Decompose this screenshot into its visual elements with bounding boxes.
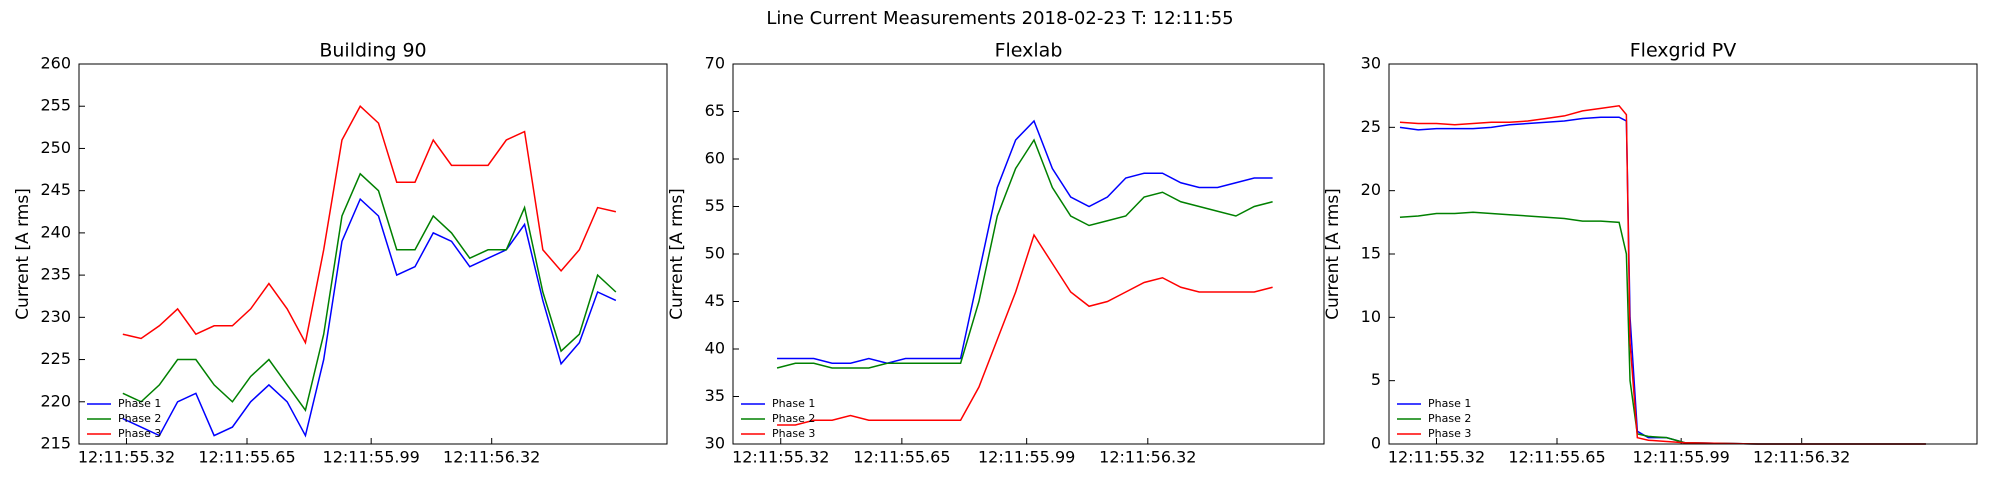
legend-label: Phase 2 [772, 412, 815, 425]
y-tick-label: 245 [40, 180, 71, 199]
x-tick-label: 12:11:55.65 [198, 448, 295, 467]
x-tick-label: 12:11:56.32 [443, 448, 540, 467]
series-line [122, 197, 617, 438]
plot-frame [732, 63, 1325, 445]
plot-frame [78, 63, 668, 445]
y-tick-label: 230 [40, 307, 71, 326]
plot-frame [1388, 63, 1978, 445]
series-line [777, 233, 1273, 426]
series-line [122, 105, 617, 345]
y-tick-label: 20 [1361, 180, 1381, 199]
y-tick-label: 15 [1361, 244, 1381, 263]
subplot: Flexlab Current [A rms] 30 35 40 45 50 55 60 65 70… [667, 40, 1325, 467]
y-tick-label: 25 [1361, 117, 1381, 136]
x-tick-label: 12:11:55.65 [853, 448, 950, 467]
x-tick-label: 12:11:55.99 [978, 448, 1075, 467]
x-tick-label: 12:11:55.99 [323, 448, 420, 467]
y-tick-label: 0 [1371, 434, 1381, 453]
legend-label: Phase 1 [118, 397, 161, 410]
y-tick-label: 65 [705, 101, 725, 120]
y-tick-label: 5 [1371, 370, 1381, 389]
legend-label: Phase 2 [1428, 412, 1471, 425]
series-line [776, 138, 1273, 369]
x-tick-label: 12:11:56.32 [1753, 448, 1850, 467]
legend-label: Phase 1 [1428, 397, 1471, 410]
legend-label: Phase 2 [118, 412, 161, 425]
subplot-title: Building 90 [319, 40, 426, 62]
x-tick-label: 12:11:55.32 [732, 448, 829, 467]
legend-label: Phase 3 [1428, 427, 1471, 440]
y-axis-label: Current [A rms] [1323, 188, 1343, 320]
y-tick-label: 255 [40, 96, 71, 115]
subplot-title: Flexgrid PV [1630, 40, 1737, 62]
y-tick-label: 60 [705, 149, 725, 168]
series-line [777, 119, 1273, 365]
y-tick-label: 220 [40, 391, 71, 410]
legend-label: Phase 3 [118, 427, 161, 440]
y-tick-label: 30 [1361, 54, 1381, 73]
x-tick-label: 12:11:55.32 [78, 448, 175, 467]
y-tick-label: 45 [705, 291, 725, 310]
series-line [122, 172, 617, 412]
y-tick-label: 35 [705, 386, 725, 405]
legend-label: Phase 1 [772, 397, 815, 410]
subplot-title: Flexlab [995, 40, 1063, 62]
y-tick-label: 55 [705, 196, 725, 215]
x-tick-label: 12:11:55.32 [1388, 448, 1485, 467]
y-tick-label: 235 [40, 265, 71, 284]
subplot: Flexgrid PV Current [A rms] 0 5 10 15 20 25 30 12… [1323, 40, 1978, 467]
x-tick-label: 12:11:55.99 [1633, 448, 1730, 467]
y-tick-label: 215 [40, 434, 71, 453]
y-tick-label: 70 [705, 54, 725, 73]
y-axis-label: Current [A rms] [13, 188, 33, 320]
legend-label: Phase 3 [772, 427, 815, 440]
y-tick-label: 40 [705, 339, 725, 358]
y-tick-label: 30 [705, 434, 725, 453]
y-tick-label: 50 [705, 244, 725, 263]
y-tick-label: 250 [40, 138, 71, 157]
y-axis-label: Current [A rms] [667, 188, 687, 320]
x-tick-label: 12:11:55.65 [1508, 448, 1605, 467]
figure-title: Line Current Measurements 2018-02-23 T: … [766, 8, 1233, 29]
y-tick-label: 240 [40, 222, 71, 241]
y-tick-label: 225 [40, 349, 71, 368]
x-tick-label: 12:11:56.32 [1099, 448, 1196, 467]
y-tick-label: 260 [40, 54, 71, 73]
y-tick-label: 10 [1361, 307, 1381, 326]
subplot: Building 90 Current [A rms] 215 220 225 230 23… [13, 40, 668, 467]
